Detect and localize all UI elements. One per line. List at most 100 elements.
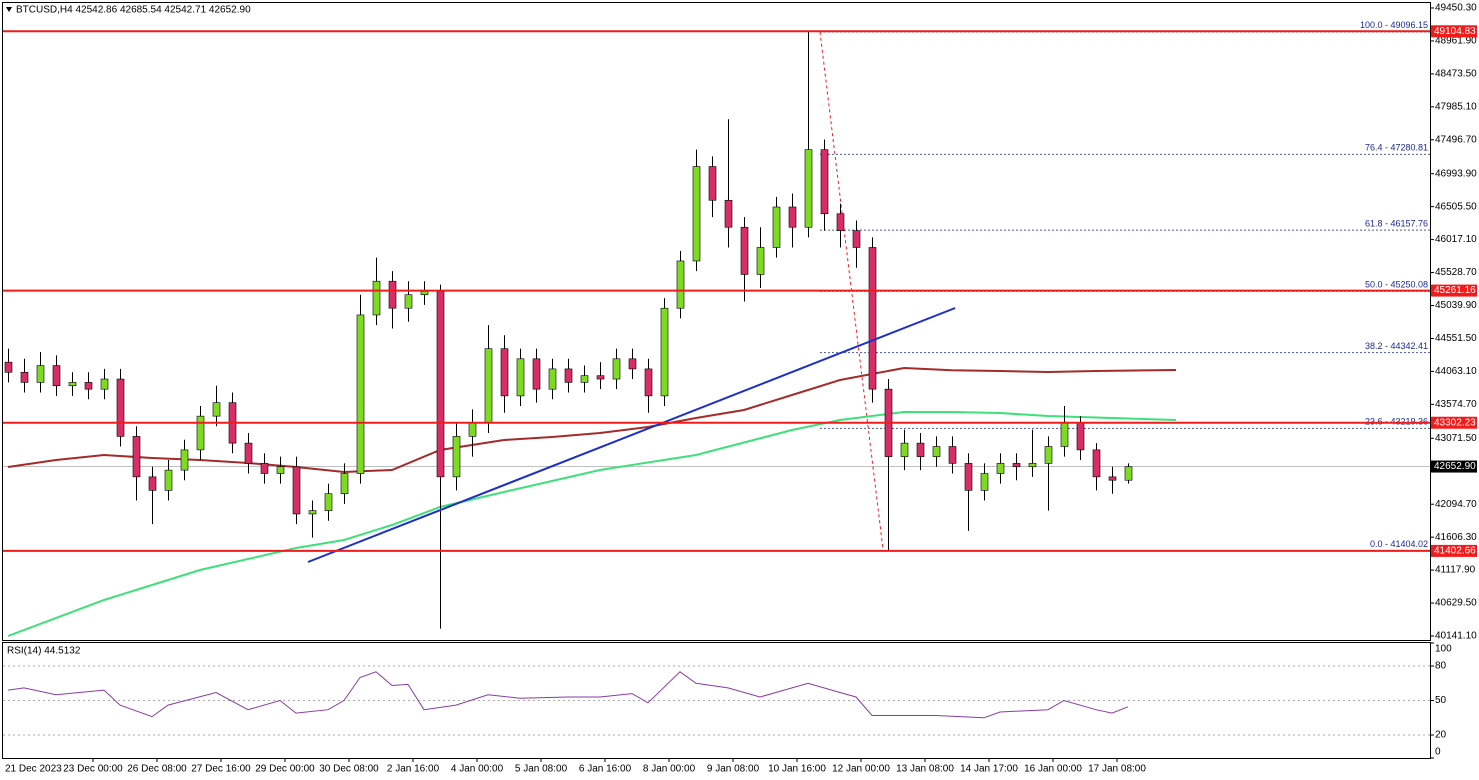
- candle-body: [580, 375, 589, 383]
- candle-body: [484, 348, 493, 424]
- candle-body: [388, 280, 397, 309]
- candle-body: [116, 378, 125, 437]
- candle-body: [148, 476, 157, 491]
- candle-body: [292, 466, 301, 515]
- candle-body: [68, 382, 77, 387]
- rsi-tick-label: 50: [1435, 695, 1447, 706]
- candle-body: [932, 446, 941, 457]
- candle-body: [916, 442, 925, 457]
- y-tick-label: 40141.10: [1435, 631, 1477, 642]
- fib-label: 23.6 - 43219.36: [1365, 417, 1428, 427]
- y-tick-label: 43071.50: [1435, 433, 1477, 444]
- candle-body: [4, 361, 13, 373]
- x-tick-label: 13 Jan 08:00: [896, 764, 954, 775]
- level-label: 43302.23: [1434, 417, 1476, 428]
- candle-body: [1092, 449, 1101, 478]
- y-tick-label: 44063.10: [1435, 366, 1477, 377]
- y-tick-label: 49450.30: [1435, 3, 1477, 14]
- menu-arrow: [6, 7, 12, 12]
- candle-body: [260, 463, 269, 474]
- candle-body: [532, 358, 541, 390]
- candle-body: [132, 436, 141, 478]
- candle-body: [900, 442, 909, 457]
- main-panel: [2, 2, 1431, 641]
- x-tick-label: 14 Jan 17:00: [960, 764, 1018, 775]
- x-tick-label: 8 Jan 00:00: [643, 764, 696, 775]
- price-label: 42652.90: [1434, 461, 1476, 472]
- candle-body: [468, 422, 477, 437]
- candle-body: [164, 469, 173, 491]
- candle-body: [788, 206, 797, 228]
- candle-body: [676, 260, 685, 309]
- candle-body: [548, 368, 557, 390]
- x-tick-label: 30 Dec 08:00: [319, 764, 379, 775]
- candle-body: [20, 371, 29, 383]
- candle-body: [836, 213, 845, 231]
- chart-title: BTCUSD,H4 42542.86 42685.54 42542.71 426…: [16, 5, 251, 16]
- candle-body: [500, 348, 509, 397]
- candle-body: [596, 375, 605, 380]
- y-tick-label: 44551.50: [1435, 333, 1477, 344]
- candle-body: [100, 378, 109, 390]
- fib-label: 38.2 - 44342.41: [1365, 341, 1428, 351]
- candle-body: [964, 463, 973, 491]
- candle-body: [420, 291, 429, 296]
- x-tick-label: 12 Jan 00:00: [832, 764, 890, 775]
- candle-body: [452, 436, 461, 478]
- y-tick-label: 48961.90: [1435, 36, 1477, 47]
- rsi-title: RSI(14) 44.5132: [7, 646, 81, 657]
- x-tick-label: 23 Dec 00:00: [63, 764, 123, 775]
- candle-body: [820, 149, 829, 215]
- x-tick-label: 6 Jan 16:00: [579, 764, 632, 775]
- candle-body: [996, 463, 1005, 474]
- level-label: 49104.83: [1434, 26, 1476, 37]
- candle-body: [516, 358, 525, 397]
- candle-body: [644, 368, 653, 397]
- candle-body: [564, 368, 573, 383]
- x-tick-label: 9 Jan 08:00: [707, 764, 760, 775]
- x-tick-label: 29 Dec 00:00: [255, 764, 315, 775]
- rsi-tick-label: 20: [1435, 730, 1447, 741]
- candle-body: [36, 365, 45, 383]
- fib-label: 76.4 - 47280.81: [1365, 143, 1428, 153]
- candle-body: [1028, 463, 1037, 468]
- rsi-tick-label: 0: [1435, 747, 1441, 758]
- x-tick-label: 4 Jan 00:00: [451, 764, 504, 775]
- candle-body: [660, 307, 669, 397]
- candle-body: [708, 166, 717, 201]
- level-label: 45261.16: [1434, 285, 1476, 296]
- candle-body: [948, 446, 957, 464]
- rsi-line: [7, 671, 1129, 719]
- candle-body: [1108, 476, 1117, 481]
- candle-body: [868, 247, 877, 390]
- y-tick-label: 46993.90: [1435, 168, 1477, 179]
- candle-body: [84, 382, 93, 390]
- candle-body: [276, 466, 285, 474]
- candle-body: [772, 206, 781, 248]
- rsi-tick-label: 80: [1435, 661, 1447, 672]
- candle-body: [52, 365, 61, 387]
- fib-label: 100.0 - 49096.15: [1360, 20, 1428, 30]
- x-tick-label: 27 Dec 16:00: [191, 764, 251, 775]
- y-tick-label: 41606.30: [1435, 532, 1477, 543]
- candle-body: [1076, 422, 1085, 451]
- candle-body: [692, 166, 701, 262]
- candle-body: [212, 402, 221, 417]
- level-label-box: [1431, 284, 1477, 297]
- candle-body: [340, 473, 349, 495]
- fib-label: 0.0 - 41404.02: [1370, 539, 1428, 549]
- candle-body: [356, 314, 365, 474]
- level-label: 41402.66: [1434, 546, 1476, 557]
- y-tick-label: 42094.70: [1435, 499, 1477, 510]
- y-tick-label: 48473.50: [1435, 69, 1477, 80]
- y-tick-label: 40629.50: [1435, 598, 1477, 609]
- candle-body: [436, 291, 445, 478]
- candle-body: [404, 294, 413, 309]
- candle-body: [244, 442, 253, 464]
- x-tick-label: 17 Jan 08:00: [1088, 764, 1146, 775]
- level-label-box: [1431, 416, 1477, 429]
- moving-average: [7, 366, 1177, 474]
- fib-label: 61.8 - 46157.76: [1365, 218, 1428, 228]
- x-tick-label: 5 Jan 08:00: [515, 764, 568, 775]
